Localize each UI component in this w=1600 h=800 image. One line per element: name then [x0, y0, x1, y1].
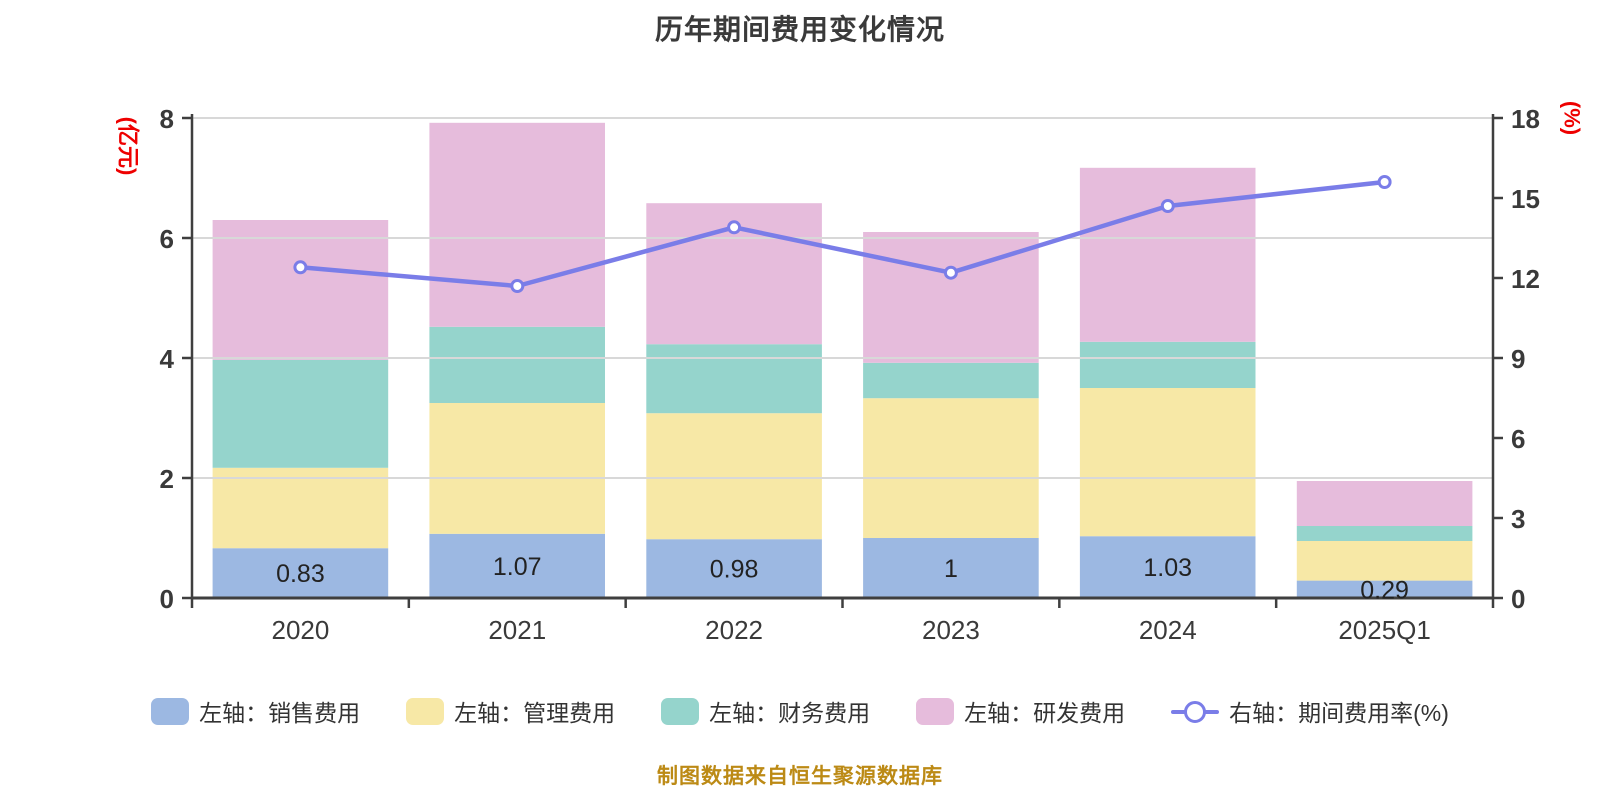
legend-item-3[interactable]: 左轴：研发费用	[916, 694, 1125, 728]
rate-point-2023[interactable]	[943, 265, 958, 280]
bar-segment-2021-s0[interactable]	[429, 533, 605, 598]
x-category-label-2025Q1: 2025Q1	[1338, 615, 1431, 645]
legend-label: 左轴：财务费用	[709, 700, 871, 726]
right-tick-label-15: 15	[1511, 184, 1540, 214]
left-tick-label-0: 0	[160, 584, 174, 614]
bar-segment-2024-s0[interactable]	[1079, 536, 1256, 598]
bar-value-label-2022: 0.98	[710, 556, 759, 584]
rate-point-2025Q1[interactable]	[1377, 175, 1392, 189]
bar-value-label-2025Q1: 0.29	[1360, 576, 1409, 604]
rate-point-2024[interactable]	[1160, 199, 1175, 213]
legend-swatch-icon	[151, 697, 190, 725]
bar-segment-2023-s1[interactable]	[863, 398, 1039, 538]
legend-swatch-icon	[916, 697, 955, 725]
bar-segment-2020-s1[interactable]	[212, 467, 389, 549]
legend-item-2[interactable]: 左轴：财务费用	[661, 694, 870, 728]
legend-line-marker-icon	[1171, 698, 1220, 725]
legend-item-1[interactable]: 左轴：管理费用	[406, 694, 615, 728]
axes-layer	[182, 114, 1503, 608]
bar-segment-2020-s3[interactable]	[212, 220, 389, 360]
legend-label: 左轴：管理费用	[454, 700, 616, 726]
legend-label: 左轴：销售费用	[199, 700, 361, 726]
chart-title: 历年期间费用变化情况	[654, 14, 945, 45]
left-tick-label-8: 8	[160, 104, 174, 134]
bar-segment-2025Q1-s3[interactable]	[1296, 481, 1473, 526]
left-tick-label-4: 4	[160, 344, 175, 374]
legend-item-0[interactable]: 左轴：销售费用	[151, 694, 360, 728]
bar-segment-2024-s1[interactable]	[1079, 388, 1256, 537]
line-layer	[293, 175, 1392, 293]
rate-line[interactable]	[298, 179, 1387, 289]
bar-segment-2025Q1-s0[interactable]	[1296, 580, 1473, 598]
x-category-label-2022: 2022	[705, 615, 763, 645]
legend: 左轴：销售费用 左轴：管理费用 左轴：财务费用 左轴：研发费用 右轴：期间费用率(%)	[0, 694, 1600, 728]
right-tick-label-18: 18	[1511, 104, 1540, 134]
bar-segment-2024-s3[interactable]	[1079, 167, 1256, 342]
rate-point-2020[interactable]	[293, 260, 308, 275]
bar-segment-2021-s2[interactable]	[429, 326, 605, 403]
bar-segment-2024-s2[interactable]	[1079, 341, 1256, 388]
x-category-label-2020: 2020	[271, 615, 329, 645]
bar-segment-2023-s0[interactable]	[863, 538, 1039, 598]
right-tick-label-0: 0	[1511, 584, 1525, 614]
bar-segment-2022-s0[interactable]	[646, 539, 822, 598]
legend-swatch-icon	[661, 697, 700, 725]
legend-label: 左轴：研发费用	[964, 700, 1126, 726]
rate-point-2022[interactable]	[727, 220, 742, 235]
left-tick-label-2: 2	[160, 464, 174, 494]
bar-value-label-2024: 1.03	[1143, 554, 1192, 582]
right-axis-unit: (%)	[1560, 101, 1585, 135]
bar-segment-2022-s2[interactable]	[646, 344, 822, 414]
bar-segment-2022-s1[interactable]	[646, 413, 822, 540]
bar-segment-2025Q1-s1[interactable]	[1296, 541, 1473, 581]
right-tick-label-6: 6	[1511, 424, 1525, 454]
data-source-caption: 制图数据来自恒生聚源数据库	[657, 765, 943, 788]
right-tick-label-9: 9	[1511, 344, 1525, 374]
bar-value-label-2020: 0.83	[276, 560, 325, 588]
bar-value-label-2023: 1	[944, 555, 958, 583]
legend-label: 右轴：期间费用率(%)	[1229, 700, 1449, 726]
bar-segment-2020-s0[interactable]	[212, 548, 389, 598]
bar-value-label-2021: 1.07	[493, 553, 542, 581]
bar-segment-2021-s1[interactable]	[429, 403, 605, 534]
gridlines-layer	[192, 117, 1493, 479]
bar-segment-2021-s3[interactable]	[429, 122, 605, 327]
x-category-label-2024: 2024	[1139, 615, 1197, 645]
bar-segment-2023-s2[interactable]	[863, 362, 1039, 399]
x-category-label-2021: 2021	[488, 615, 546, 645]
bar-segment-2020-s2[interactable]	[212, 359, 389, 468]
bar-segment-2025Q1-s2[interactable]	[1296, 526, 1473, 541]
x-category-label-2023: 2023	[922, 615, 980, 645]
right-tick-label-12: 12	[1511, 264, 1540, 294]
legend-item-4[interactable]: 右轴：期间费用率(%)	[1171, 694, 1449, 728]
left-axis-unit: (亿元)	[116, 117, 141, 176]
left-tick-label-6: 6	[160, 224, 174, 254]
rate-point-2021[interactable]	[510, 279, 525, 293]
legend-swatch-icon	[406, 697, 445, 725]
labels-layer: 0 2 4 6 8 0 3 6 9 12 15 18 2020 2021 2022 2023 2024 2025Q…	[116, 101, 1585, 645]
right-tick-label-3: 3	[1511, 504, 1525, 534]
bars-layer	[212, 122, 1473, 598]
